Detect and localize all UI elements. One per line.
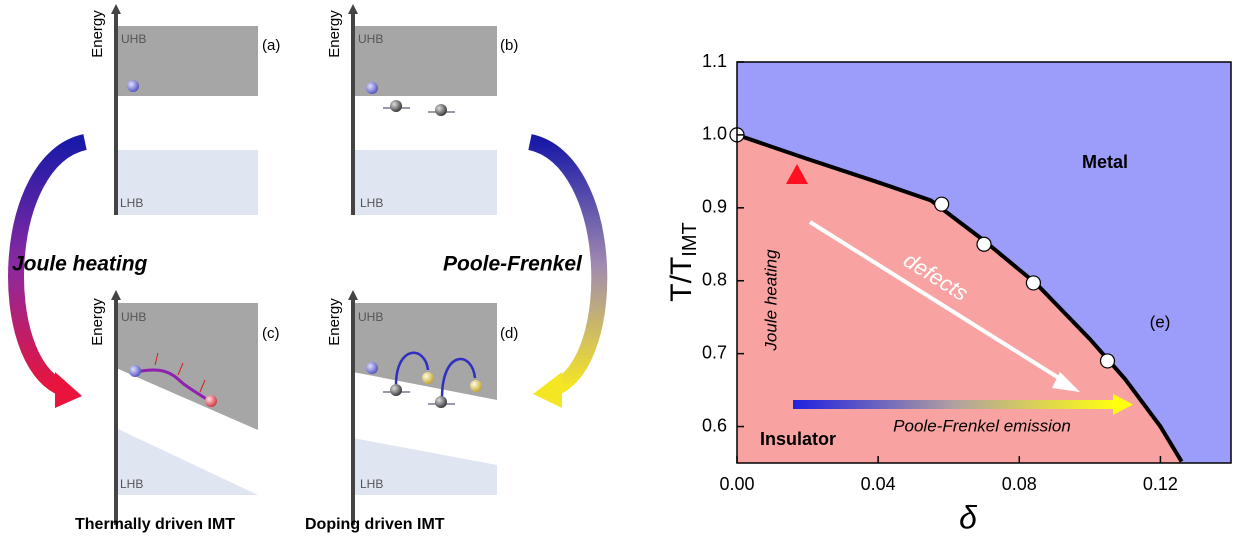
- uhb-label: UHB: [358, 32, 383, 46]
- x-tick-label: 0.04: [861, 474, 896, 494]
- annotation: Joule heating: [761, 249, 780, 352]
- caption: Doping driven IMT: [305, 516, 445, 533]
- energy-label: Energy: [326, 298, 343, 346]
- x-axis-label: δ: [959, 499, 978, 535]
- hot-electron: [205, 395, 217, 407]
- y-tick-label: 1.0: [702, 124, 727, 144]
- defect: [435, 396, 447, 408]
- x-tick-label: 0.12: [1143, 474, 1178, 494]
- lhb-label: LHB: [120, 477, 143, 491]
- lhb-label: LHB: [360, 196, 383, 210]
- defect: [435, 104, 447, 116]
- uhb-label: UHB: [121, 310, 146, 324]
- electron: [366, 82, 378, 94]
- defect: [390, 100, 402, 112]
- y-tick-label: 0.9: [702, 197, 727, 217]
- axis-arrowhead: [111, 290, 121, 300]
- electron: [129, 365, 141, 377]
- caption: Thermally driven IMT: [75, 516, 235, 533]
- panel-label: (c): [262, 325, 280, 342]
- emitted-electron: [470, 380, 482, 392]
- axis-arrowhead: [111, 4, 121, 14]
- lhb-label: LHB: [120, 196, 143, 210]
- energy-label: Energy: [89, 298, 106, 346]
- uhb-label: UHB: [121, 32, 146, 46]
- emitted-electron: [422, 372, 434, 384]
- panel-label: (b): [500, 37, 518, 54]
- data-point: [1026, 276, 1040, 290]
- figure: UHB LHB (a) Energy UHB LHB (b) Energy UH…: [0, 0, 1239, 540]
- data-point: [1101, 354, 1115, 368]
- data-point: [935, 197, 949, 211]
- panel-a: UHB LHB (a) Energy: [89, 4, 280, 215]
- electron: [127, 80, 139, 92]
- energy-label: Energy: [89, 10, 106, 58]
- arrowhead: [55, 372, 82, 408]
- y-label-sub: IMT: [679, 222, 701, 256]
- energy-label: Energy: [326, 10, 343, 58]
- panel-label: (e): [1150, 312, 1171, 331]
- panel-b: UHB LHB (b) Energy: [326, 4, 518, 215]
- y-axis-label: T/TIMT: [665, 222, 701, 301]
- phase-diagram: 0.00 0.04 0.08 0.12 0.6 0.7 0.8 0.9 1.0 1.1 δ T/TIM…: [665, 51, 1231, 536]
- region-label: Metal: [1082, 152, 1128, 172]
- axis-arrowhead: [348, 290, 358, 300]
- x-tick-label: 0.00: [719, 474, 754, 494]
- panel-label: (d): [500, 325, 518, 342]
- uhb-label: UHB: [358, 310, 383, 324]
- poole-label: Poole-Frenkel: [443, 253, 583, 276]
- region-label: Insulator: [760, 429, 836, 449]
- arrowhead: [533, 372, 562, 408]
- defect: [390, 384, 402, 396]
- joule-label: Joule heating: [12, 253, 148, 276]
- panel-label: (a): [262, 37, 280, 54]
- data-point: [977, 237, 991, 251]
- panel-d: UHB LHB (d) Energy: [326, 290, 518, 525]
- x-tick-label: 0.08: [1002, 474, 1037, 494]
- electron: [366, 362, 378, 374]
- y-tick-label: 1.1: [702, 51, 727, 71]
- lhb-label: LHB: [360, 477, 383, 491]
- axis-arrowhead: [348, 4, 358, 14]
- y-tick-label: 0.6: [702, 415, 727, 435]
- y-tick-label: 0.8: [702, 269, 727, 289]
- y-tick-label: 0.7: [702, 342, 727, 362]
- y-label-main: T/T: [665, 257, 698, 302]
- annotation: Poole-Frenkel emission: [893, 416, 1071, 435]
- panel-c: UHB LHB (c) Energy: [89, 290, 280, 525]
- horizontal-arrow: [793, 400, 1115, 409]
